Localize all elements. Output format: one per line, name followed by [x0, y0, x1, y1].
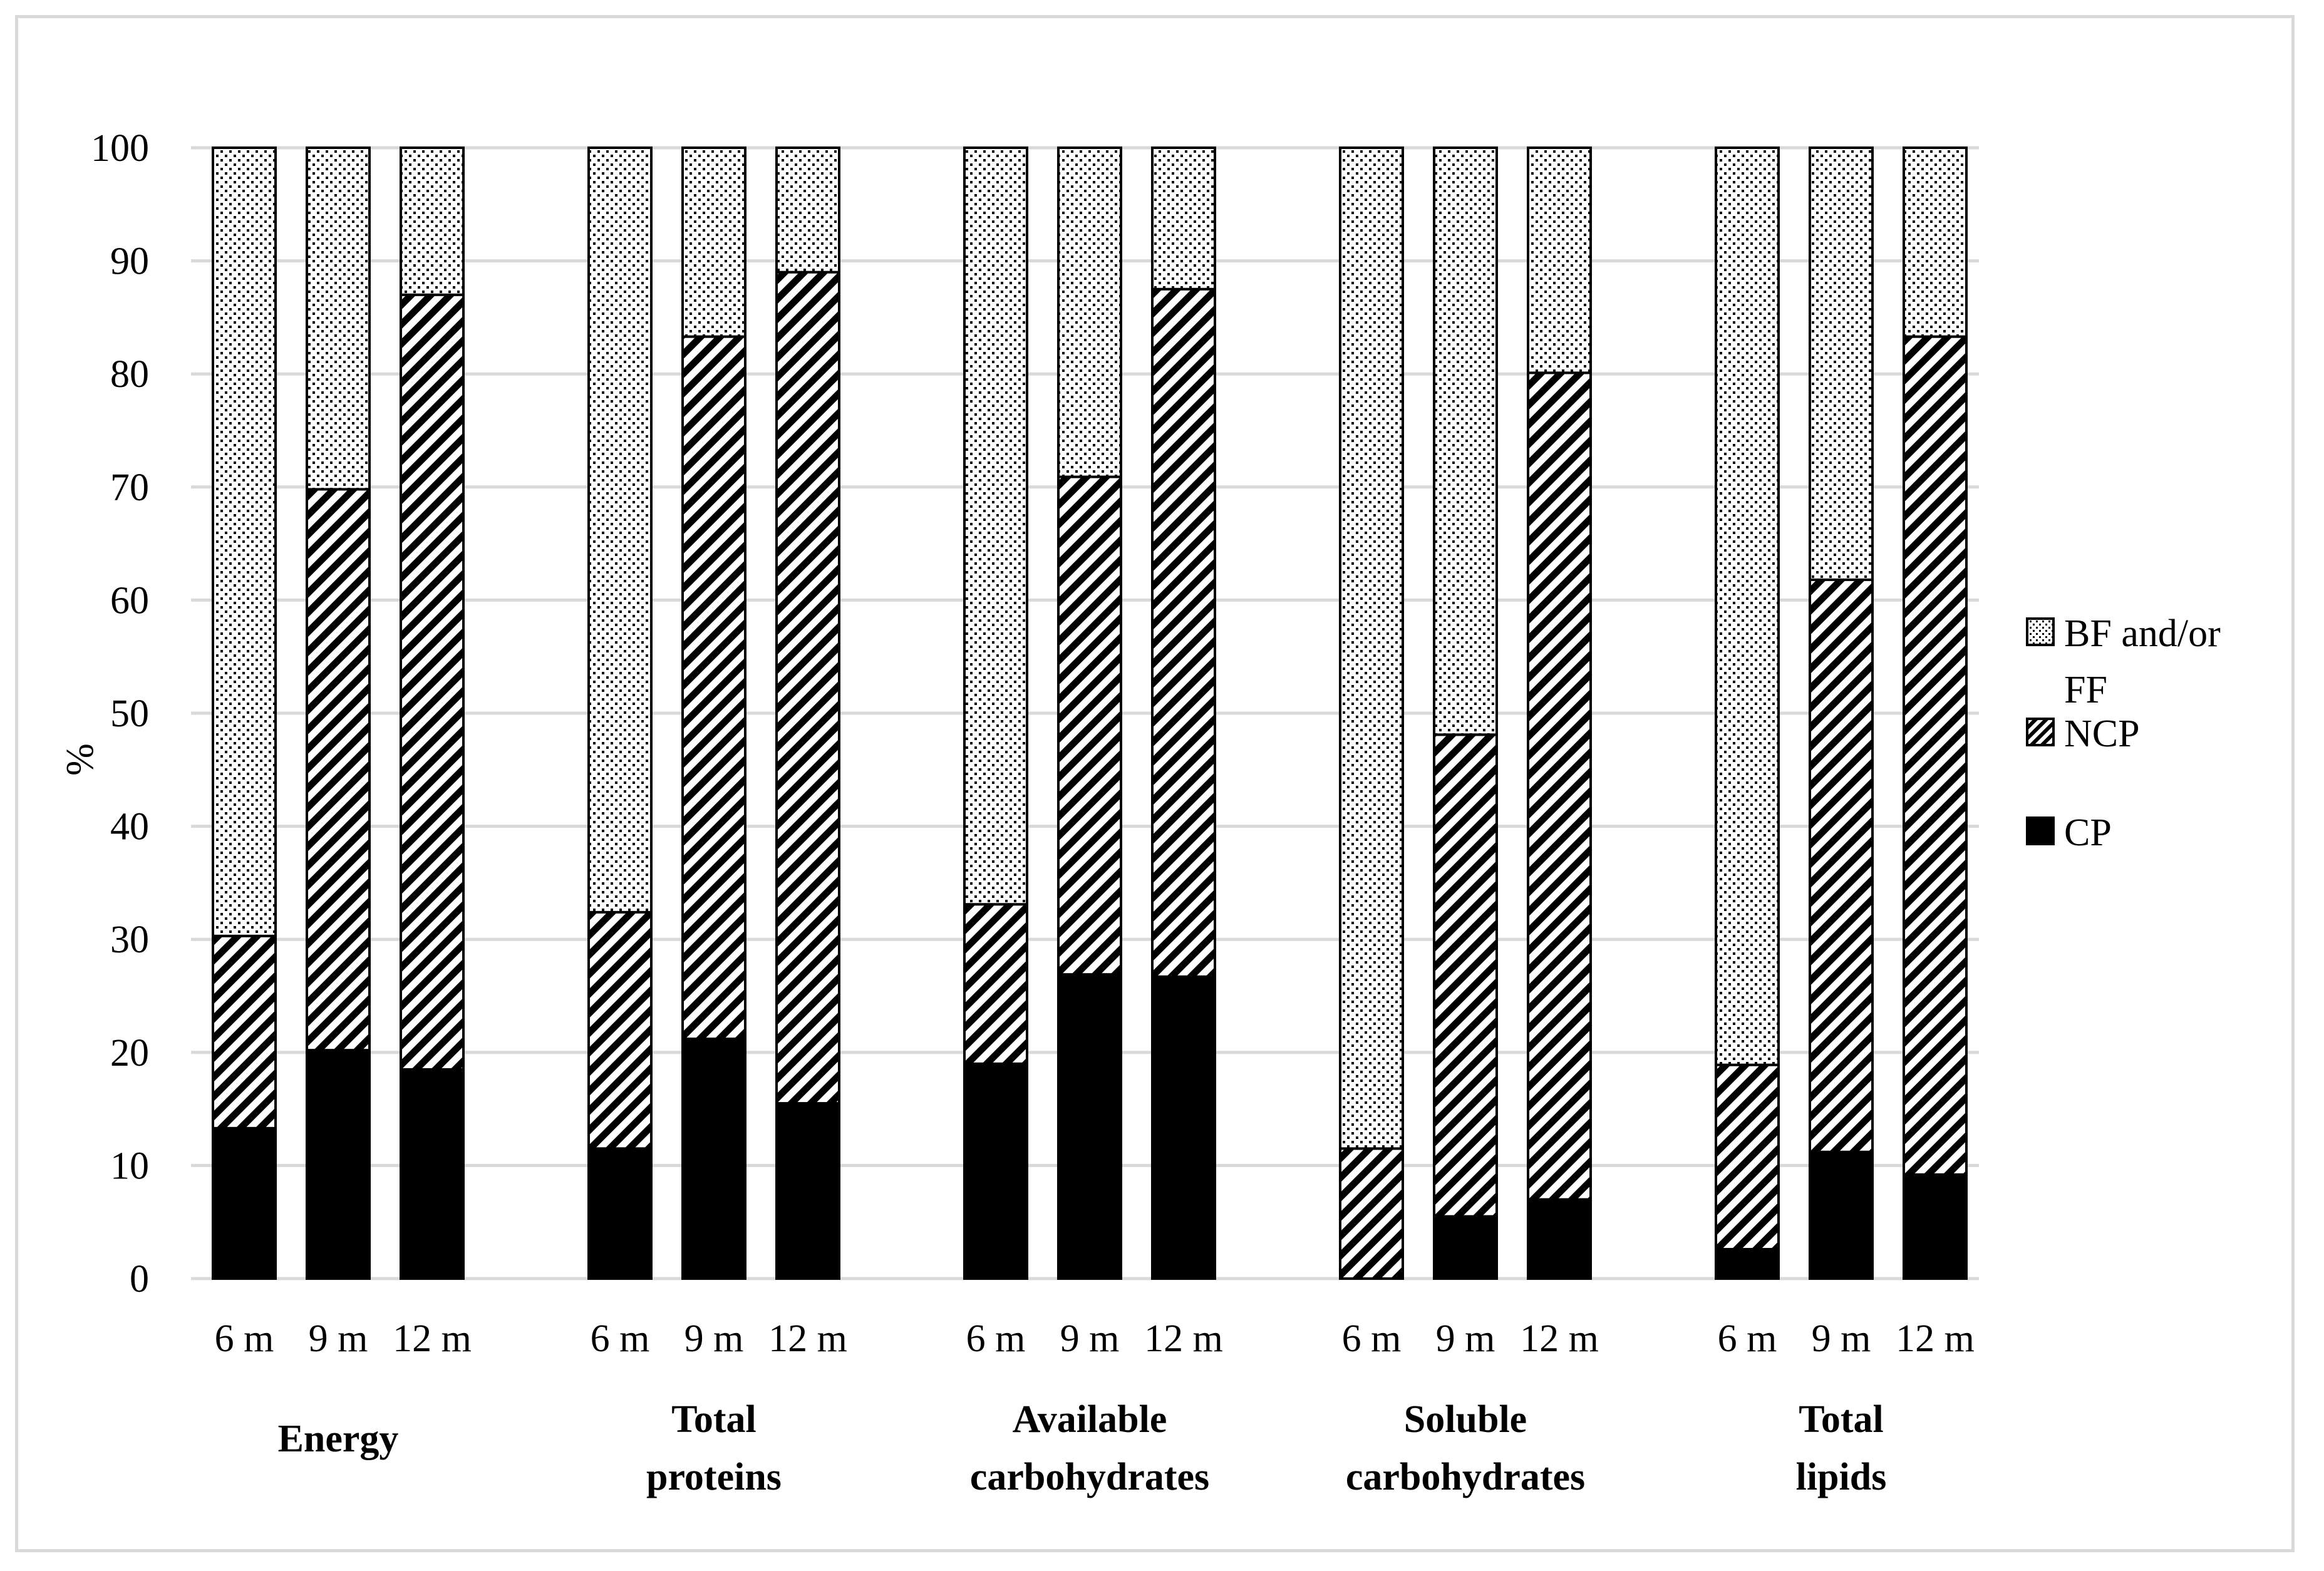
bar-segment-bf-and-or-ff	[1151, 147, 1216, 291]
bar-segment-ncp	[587, 910, 653, 1150]
x-tick-label: 6 m	[215, 1317, 274, 1360]
bar-segment-bf-and-or-ff	[1903, 147, 1968, 338]
x-tick-label: 12 m	[768, 1317, 847, 1360]
x-tick-label: 9 m	[1060, 1317, 1120, 1360]
x-tick-label: 9 m	[1436, 1317, 1495, 1360]
bar-segment-ncp	[1715, 1063, 1780, 1251]
bar-segment-ncp	[1903, 335, 1968, 1176]
bar-segment-cp	[1809, 1150, 1874, 1280]
bar-segment-cp	[1057, 973, 1122, 1280]
bar-segment-cp	[681, 1038, 746, 1280]
y-tick-label: 100	[91, 127, 149, 170]
group-label: lipids	[1796, 1456, 1887, 1498]
legend-label: CP	[2064, 811, 2112, 854]
bar-segment-bf-and-or-ff	[681, 147, 746, 338]
y-tick-label: 60	[110, 579, 149, 622]
bar-segment-cp	[1527, 1198, 1592, 1280]
y-tick-label: 50	[110, 693, 149, 735]
bars	[212, 147, 1968, 1280]
x-tick-label: 6 m	[1342, 1317, 1402, 1360]
bar-segment-bf-and-or-ff	[400, 147, 465, 296]
bar-segment-ncp	[1527, 371, 1592, 1201]
x-tick-label: 9 m	[309, 1317, 368, 1360]
y-tick-label: 10	[110, 1145, 149, 1187]
bar-segment-cp	[1433, 1215, 1498, 1280]
bar-segment-cp	[1715, 1248, 1780, 1280]
bar-segment-cp	[587, 1147, 653, 1280]
y-tick-label: 20	[110, 1032, 149, 1074]
y-tick-label: 40	[110, 806, 149, 848]
bar-segment-bf-and-or-ff	[1809, 147, 1874, 581]
bar-segment-cp	[1151, 975, 1216, 1280]
legend-swatch	[2026, 816, 2055, 845]
group-label: Available	[1013, 1398, 1167, 1441]
bar-segment-ncp	[681, 335, 746, 1041]
bar-segment-ncp	[306, 488, 371, 1052]
x-tick-label: 12 m	[1896, 1317, 1975, 1360]
x-tick-label: 6 m	[591, 1317, 650, 1360]
bar-segment-bf-and-or-ff	[1057, 147, 1122, 478]
group-label: Total	[671, 1398, 757, 1441]
bar-segment-cp	[775, 1102, 840, 1280]
bar-segment-bf-and-or-ff	[963, 147, 1028, 906]
legend-label: FF	[2064, 669, 2107, 711]
bar-segment-ncp	[212, 934, 277, 1130]
bar-segment-ncp	[1339, 1147, 1404, 1280]
bar-segment-bf-and-or-ff	[212, 147, 277, 937]
y-axis-title: %	[59, 743, 101, 776]
group-label: carbohydrates	[970, 1456, 1209, 1498]
y-tick-label: 0	[130, 1258, 149, 1301]
bar-segment-bf-and-or-ff	[1433, 147, 1498, 736]
x-tick-label: 12 m	[1520, 1317, 1599, 1360]
bar-segment-bf-and-or-ff	[587, 147, 653, 914]
bar-segment-ncp	[1433, 733, 1498, 1218]
y-tick-label: 70	[110, 466, 149, 509]
bar-segment-bf-and-or-ff	[306, 147, 371, 491]
bar-segment-ncp	[400, 293, 465, 1071]
bar-segment-cp	[306, 1049, 371, 1280]
x-tick-label: 9 m	[684, 1317, 744, 1360]
group-label: Energy	[278, 1418, 399, 1460]
bar-segment-bf-and-or-ff	[1339, 147, 1404, 1150]
y-tick-label: 90	[110, 240, 149, 283]
y-tick-label: 30	[110, 919, 149, 961]
bar-segment-cp	[400, 1068, 465, 1280]
x-tick-label: 6 m	[966, 1317, 1026, 1360]
group-label: Total	[1799, 1398, 1884, 1441]
bar-segment-bf-and-or-ff	[1715, 147, 1780, 1066]
x-tick-label: 6 m	[1718, 1317, 1777, 1360]
bar-segment-cp	[963, 1062, 1028, 1280]
legend-label: NCP	[2064, 713, 2140, 755]
legend-label: BF and/or	[2064, 612, 2221, 655]
bar-segment-bf-and-or-ff	[775, 147, 840, 274]
group-label: carbohydrates	[1346, 1456, 1585, 1498]
bar-segment-bf-and-or-ff	[1527, 147, 1592, 374]
group-label: Soluble	[1404, 1398, 1527, 1441]
bar-segment-ncp	[1809, 578, 1874, 1153]
bar-segment-cp	[1903, 1173, 1968, 1280]
x-tick-label: 12 m	[393, 1317, 472, 1360]
y-axis: 0 10 20 30 40 50 60 70 80 90 100%	[59, 127, 149, 1301]
bar-segment-ncp	[775, 270, 840, 1105]
bar-segment-ncp	[963, 903, 1028, 1065]
x-axis-labels: 6 m 9 m 12 m Energy 6 m 9 m 12 m Total proteins 6…	[215, 1317, 1975, 1498]
bar-segment-ncp	[1151, 287, 1216, 978]
bar-segment-cp	[212, 1126, 277, 1280]
legend-swatch	[2026, 718, 2055, 746]
x-tick-label: 9 m	[1812, 1317, 1871, 1360]
legend-swatch	[2026, 617, 2055, 646]
group-label: proteins	[646, 1456, 782, 1498]
x-tick-label: 12 m	[1144, 1317, 1223, 1360]
bar-segment-ncp	[1057, 475, 1122, 976]
y-tick-label: 80	[110, 353, 149, 396]
